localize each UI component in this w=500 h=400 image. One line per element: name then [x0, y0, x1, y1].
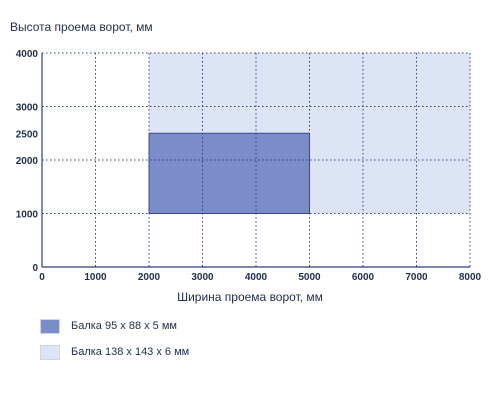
y-tick-label-1: 1000: [16, 210, 39, 221]
x-tick-label-2: 2000: [138, 272, 161, 283]
legend-label-beam-small: Балка 95 х 88 х 5 мм: [71, 320, 177, 332]
legend-item-beam-large: Балка 138 х 143 х 6 мм: [40, 343, 189, 361]
x-tick-label-5: 5000: [298, 272, 321, 283]
region-1: [148, 132, 310, 214]
y-axis-label: Высота проема ворот, мм: [10, 20, 153, 34]
x-tick-label-3: 3000: [191, 272, 214, 283]
x-tick-label-6: 6000: [352, 272, 375, 283]
legend-swatch-beam-small: [40, 318, 60, 334]
y-tick-label-5: 4000: [16, 49, 39, 60]
x-tick-label-4: 4000: [245, 272, 268, 283]
x-tick-label-0: 0: [39, 272, 45, 283]
legend-label-beam-large: Балка 138 х 143 х 6 мм: [71, 346, 190, 358]
x-tick-label-1: 1000: [84, 272, 107, 283]
legend-item-beam-small: Балка 95 х 88 х 5 мм: [40, 317, 177, 335]
x-axis-label: Ширина проема ворот, мм: [177, 290, 323, 304]
y-tick-label-0: 0: [32, 263, 38, 274]
y-tick-label-4: 3000: [16, 103, 39, 114]
x-tick-label-8: 8000: [459, 272, 482, 283]
legend-swatch-beam-large: [40, 344, 60, 360]
x-tick-label-7: 7000: [405, 272, 428, 283]
y-tick-label-3: 2500: [16, 129, 39, 140]
y-tick-label-2: 2000: [16, 156, 39, 167]
